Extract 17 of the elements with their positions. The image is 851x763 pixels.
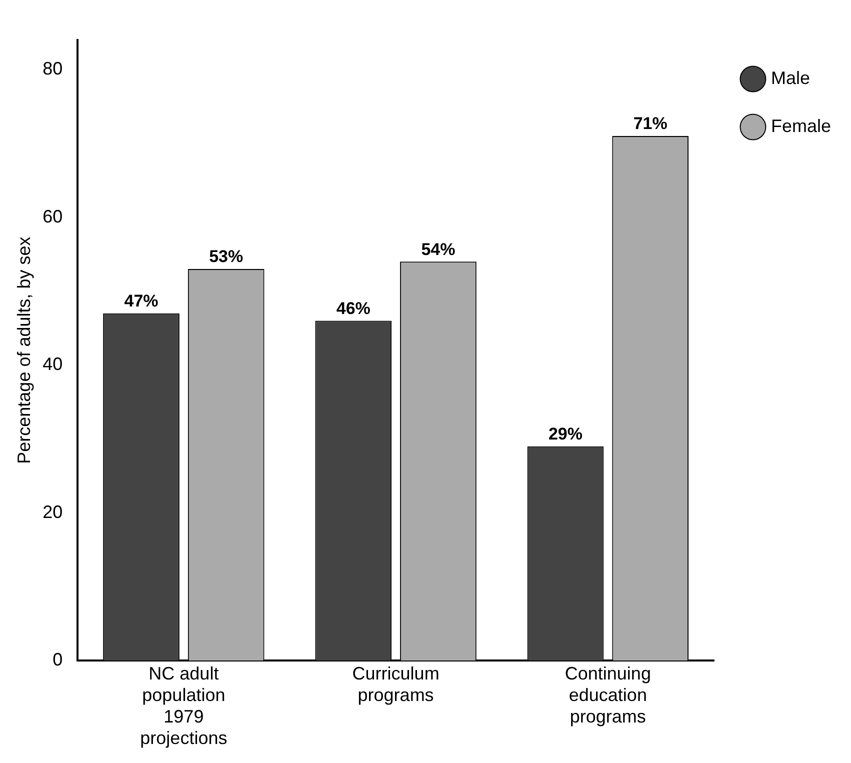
legend-label: Female	[770, 116, 832, 136]
data-label: 54%	[421, 240, 456, 259]
y-axis-title: Percentage of adults, by sex	[14, 236, 34, 464]
data-label: 29%	[548, 424, 583, 444]
x-tick-label: Curriculum programs	[352, 663, 440, 705]
data-label: 46%	[336, 298, 370, 318]
y-tick-label: 40	[42, 354, 63, 374]
data-label: 71%	[633, 114, 668, 134]
y-tick-label: 0	[52, 650, 63, 670]
y-tick-label: 80	[42, 58, 63, 79]
x-tick-label: NC adult population 1979 projections	[140, 663, 228, 748]
data-label: 47%	[124, 292, 158, 311]
y-tick-label: 60	[42, 206, 63, 226]
data-label: 53%	[209, 247, 244, 266]
x-tick-label: Continuing education programs	[564, 663, 651, 727]
legend-label: Male	[770, 68, 810, 88]
y-tick-label: 20	[42, 502, 63, 522]
